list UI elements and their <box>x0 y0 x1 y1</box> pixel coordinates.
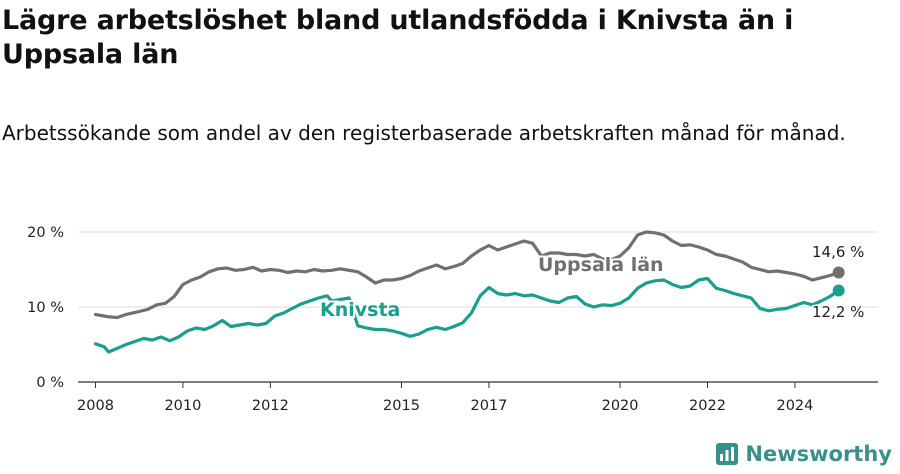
series-line-2 <box>93 276 841 354</box>
brand-name: Newsworthy <box>745 442 892 466</box>
y-tick-label: 20 % <box>27 225 64 241</box>
y-tick-label: 10 % <box>27 300 64 316</box>
x-tick-label: 2022 <box>689 398 726 414</box>
x-tick-label: 2015 <box>383 398 420 414</box>
x-tick-label: 2008 <box>77 398 114 414</box>
x-tick-label: 2017 <box>470 398 507 414</box>
newsworthy-logo-icon <box>716 443 739 465</box>
x-tick-label: 2010 <box>164 398 201 414</box>
series-end-point-2 <box>832 284 845 297</box>
x-tick-label: 2024 <box>776 398 813 414</box>
series-lines <box>93 230 845 354</box>
x-tick-label: 2012 <box>252 398 289 414</box>
chart-title: Lägre arbetslöshet bland utlandsfödda i … <box>2 5 794 70</box>
series-end-point-1 <box>832 266 845 279</box>
chart-subtitle: Arbetssökande som andel av den registerb… <box>2 121 846 145</box>
series-labels: Uppsala län Knivsta 14,6 % 12,2 % <box>318 242 866 324</box>
end-label-uppsala: 14,6 % <box>812 243 864 261</box>
x-tick-label: 2020 <box>602 398 639 414</box>
brand-logo[interactable]: Newsworthy <box>715 442 892 466</box>
series-label-uppsala: Uppsala län <box>538 254 664 276</box>
series-label-knivsta: Knivsta <box>320 299 400 321</box>
end-label-knivsta: 12,2 % <box>812 303 864 321</box>
axes: 0 % 10 % 20 % 2008 2010 2012 2015 2017 2020 2022 2… <box>27 225 878 414</box>
series-line-1 <box>93 230 841 320</box>
y-tick-label: 0 % <box>36 375 64 391</box>
grid-lines <box>78 231 878 308</box>
